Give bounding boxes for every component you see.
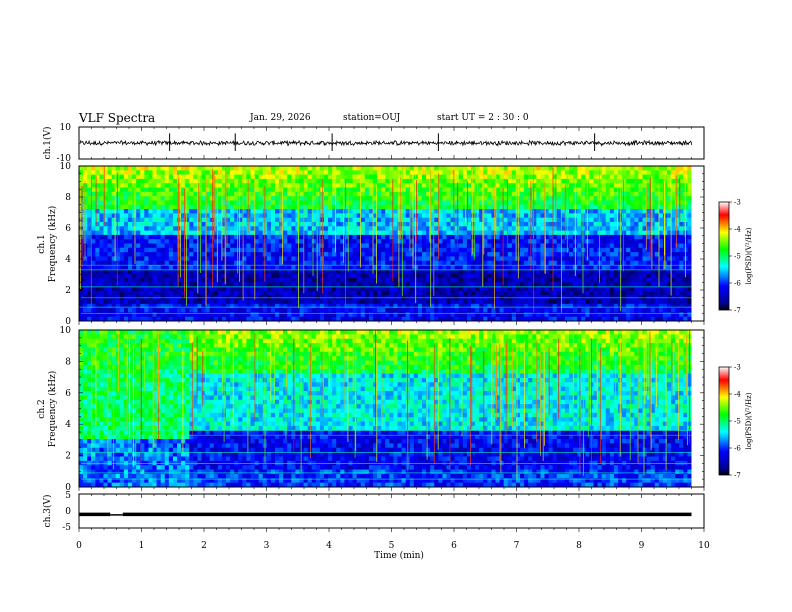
spectrogram-ytick-label: 8 (65, 193, 71, 203)
time-axis-label: Time (min) (374, 550, 424, 561)
spectrogram-ytick-label: 10 (60, 162, 72, 172)
spectrogram-ytick-label: 0 (65, 317, 71, 327)
ch3-ytick-bottom: -5 (62, 523, 71, 533)
colorbar-tick-label: -3 (734, 199, 741, 207)
ch1-spectrogram-image (79, 166, 704, 322)
ch1-ytick-bottom: -10 (57, 154, 72, 164)
ch3-waveform-frame (78, 493, 705, 529)
ch1-waveform-ylabel: ch.1(V) (42, 127, 53, 160)
time-tick-label: 0 (76, 541, 82, 551)
ch2-colorbar-label: log(PSD)(V²/Hz) (745, 392, 753, 449)
time-tick-label: 5 (389, 541, 395, 551)
time-tick-label: 1 (139, 541, 145, 551)
time-tick-label: 6 (451, 541, 457, 551)
time-tick-label: 10 (698, 541, 710, 551)
ch1-waveform-line (79, 139, 693, 147)
colorbar-tick-label: -5 (734, 253, 741, 261)
spectrogram-ytick-label: 10 (60, 326, 72, 336)
time-tick-label: 2 (201, 541, 207, 551)
ch2-spectrogram-panel: 0 2 4 6 8 10 ch.2 Frequency (kHz) (37, 326, 705, 493)
ch1-waveform-panel: 10 -10 ch.1(V) (42, 123, 705, 164)
chart-title: VLF Spectra (79, 111, 156, 125)
station-label: station=OUJ (343, 113, 401, 123)
ch1-colorbar-gradient (718, 201, 730, 311)
ch2-spectrogram-ylabel-channel: ch.2 (37, 399, 47, 418)
spectrogram-ytick-label: 0 (65, 483, 71, 493)
date-label: Jan. 29, 2026 (250, 113, 311, 123)
colorbar-tick-label: -3 (734, 364, 741, 372)
ch1-ytick-top: 10 (60, 123, 72, 133)
ch3-waveform-ylabel: ch.3(V) (42, 495, 53, 528)
time-tick-label: 3 (264, 541, 270, 551)
ch2-colorbar: -3 -4 -5 -6 -7 log(PSD)(V²/Hz) (718, 364, 753, 480)
ch3-ytick-middle: 0 (65, 507, 71, 517)
spectrogram-ytick-label: 4 (65, 420, 71, 430)
colorbar-tick-label: -4 (734, 226, 741, 234)
colorbar-tick-label: -7 (734, 472, 741, 480)
spectrogram-ytick-label: 8 (65, 357, 71, 367)
time-axis: 0 1 2 3 4 5 6 7 8 9 10 (76, 541, 710, 551)
ch1-colorbar-label: log(PSD)(V²/Hz) (745, 227, 753, 284)
colorbar-tick-label: -5 (734, 418, 741, 426)
ch1-spectrogram-ylabel-channel: ch.1 (37, 234, 47, 253)
colorbar-tick-label: -7 (734, 307, 741, 315)
ch3-ytick-top: 5 (65, 491, 71, 501)
time-tick-label: 8 (576, 541, 582, 551)
ch2-spectrogram-ylabel-frequency: Frequency (kHz) (47, 371, 58, 448)
start-time-label: start UT = 2 : 30 : 0 (437, 113, 529, 123)
spectrogram-ytick-label: 4 (65, 255, 71, 265)
spectrogram-ytick-label: 6 (65, 389, 71, 399)
time-tick-label: 4 (326, 541, 332, 551)
ch1-waveform-trace (78, 127, 705, 159)
time-tick-label: 7 (514, 541, 520, 551)
ch3-waveform-trace (78, 494, 705, 532)
spectrogram-ytick-label: 6 (65, 224, 71, 234)
ch1-spectrogram-ylabel-frequency: Frequency (kHz) (47, 206, 58, 283)
ch2-colorbar-gradient (718, 366, 730, 476)
spectrogram-ytick-label: 2 (65, 286, 71, 296)
ch3-waveform-panel: 5 0 -5 ch.3(V) (42, 491, 705, 533)
time-tick-label: 9 (639, 541, 645, 551)
colorbar-tick-label: -6 (734, 445, 741, 453)
ch1-spectrogram-panel: 0 2 4 6 8 10 ch.1 Frequency (kHz) (37, 162, 705, 327)
ch2-spectrogram-image (79, 330, 704, 488)
spectrogram-ytick-label: 2 (65, 452, 71, 462)
colorbar-tick-label: -6 (734, 280, 741, 288)
colorbar-tick-label: -4 (734, 391, 741, 399)
ch1-colorbar: -3 -4 -5 -6 -7 log(PSD)(V²/Hz) (718, 199, 753, 315)
